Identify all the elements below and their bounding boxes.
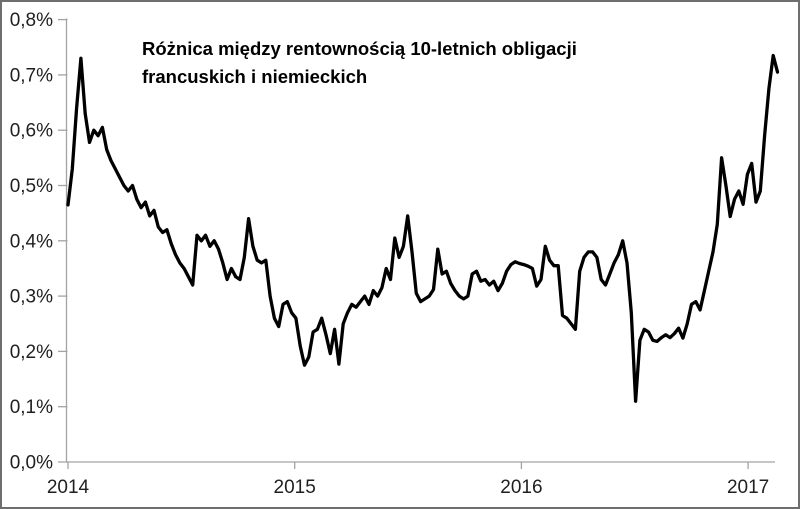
data-series-line	[66, 53, 780, 403]
y-tick-label: 0,2%	[10, 342, 53, 363]
y-tick-label: 0,5%	[10, 176, 53, 197]
x-tick-label: 2017	[727, 477, 769, 498]
y-tick-label: 0,3%	[10, 287, 53, 308]
y-tick-label: 0,1%	[10, 397, 53, 418]
y-tick-label: 0,6%	[10, 121, 53, 142]
chart-title-line-1: Różnica między rentownością 10-letnich o…	[142, 38, 577, 59]
x-tick-label: 2015	[274, 477, 316, 498]
chart-title-line-2: francuskich i niemieckich	[142, 66, 367, 87]
y-tick-label: 0,4%	[10, 231, 53, 252]
y-tick-label: 0,8%	[10, 10, 53, 31]
x-axis: 2014 2015 2016 2017	[47, 461, 775, 498]
x-tick-label: 2016	[500, 477, 542, 498]
y-tick-label: 0,7%	[10, 65, 53, 86]
y-axis: 0,0% 0,1% 0,2% 0,3% 0,4% 0,5% 0,6% 0,7% 0,8%	[10, 10, 68, 474]
x-tick-label: 2014	[47, 477, 90, 498]
y-tick-label: 0,0%	[10, 453, 53, 474]
